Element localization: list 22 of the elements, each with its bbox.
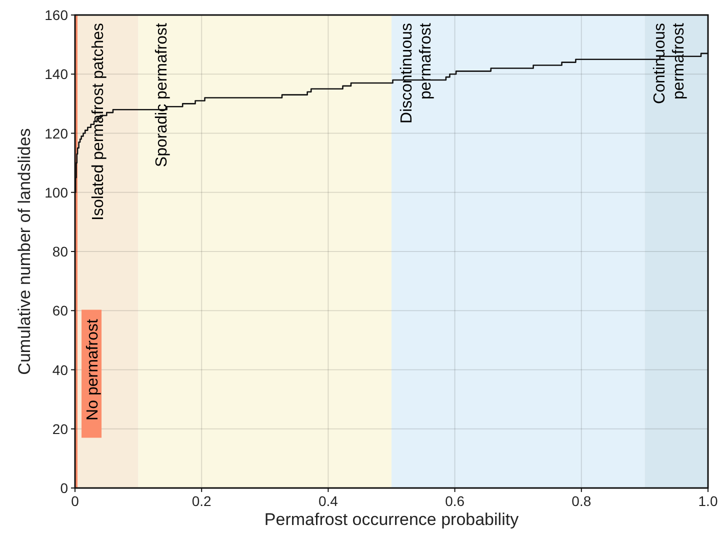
y-tick-label: 100 [44,184,68,200]
y-tick-label: 140 [44,66,68,82]
x-tick-label: 0 [71,493,80,509]
x-tick-label: 1.0 [698,493,718,509]
x-axis-title: Permafrost occurrence probability [264,510,520,529]
y-tick-label: 0 [60,480,68,496]
y-tick-label: 80 [52,244,68,260]
y-tick-label: 40 [52,362,68,378]
y-tick-label: 160 [44,7,68,23]
x-tick-label: 0.2 [192,493,212,509]
x-tick-label: 0.8 [572,493,592,509]
x-tick-label: 0.4 [318,493,338,509]
band-label: No permafrost [84,318,102,420]
x-tick-label: 0.6 [445,493,465,509]
y-tick-label: 60 [52,302,68,319]
band-label: Continuous permafrost [652,22,688,104]
y-tick-label: 20 [52,420,68,437]
band-label: Sporadic permafrost [153,22,170,168]
band-label: Discontinuous permafrost [398,22,434,124]
y-axis-title: Cumulative number of landslides [15,128,34,375]
band-label: Isolated permafrost patches [90,23,107,220]
y-tick-label: 120 [44,125,68,142]
